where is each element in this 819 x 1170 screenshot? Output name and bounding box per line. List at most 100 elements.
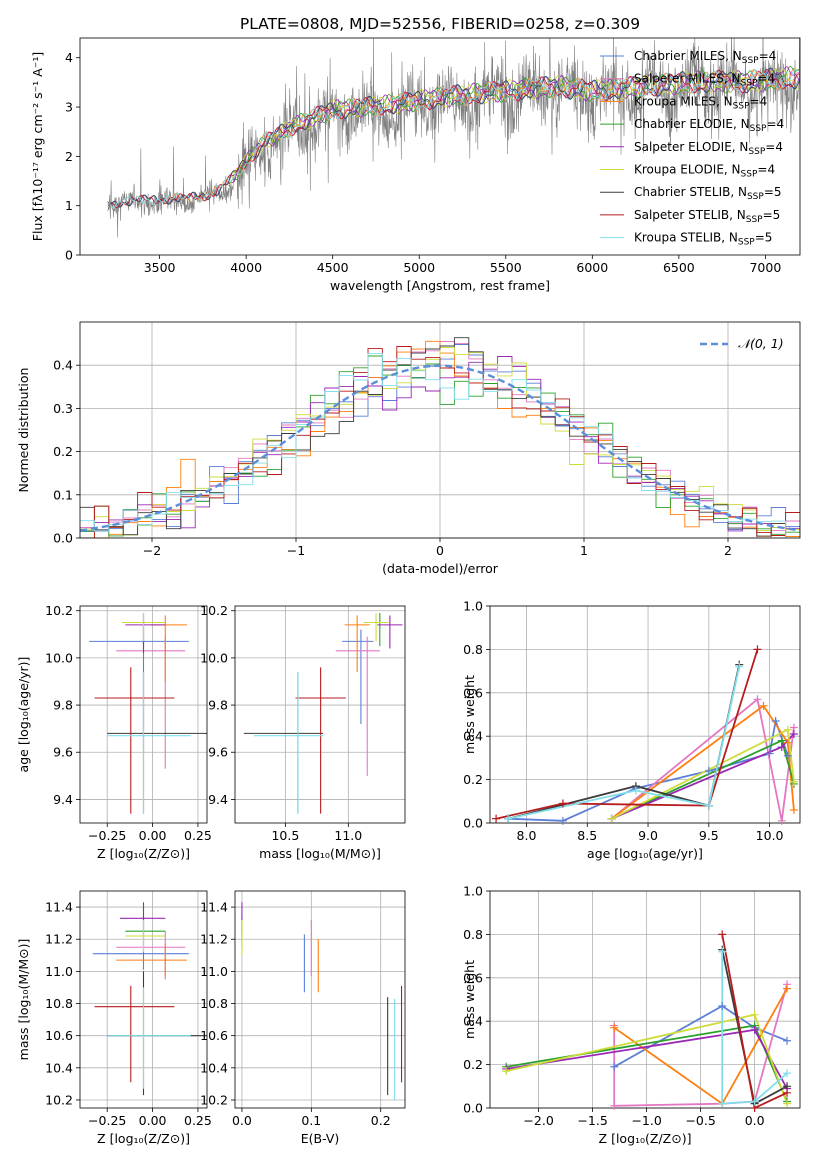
plot-area — [243, 613, 403, 814]
x-tick-label: 7000 — [749, 260, 781, 275]
x-tick-label: −1 — [287, 543, 305, 558]
mass-weight-point — [607, 814, 616, 823]
plot-area — [495, 649, 795, 822]
y-tick-label: 3 — [65, 100, 73, 115]
x-tick-label: 8.5 — [577, 828, 597, 843]
y-tick-label: 9.6 — [208, 745, 228, 760]
legend-label: Kroupa STELIB, NSSP=5 — [634, 231, 772, 248]
y-tick-label: 0.3 — [53, 401, 73, 416]
plot-area — [92, 902, 207, 1096]
legend-label-sub: SSP — [741, 79, 758, 89]
plot-area — [107, 38, 800, 238]
mass-weight-point — [789, 730, 798, 739]
mass-weight-line — [508, 666, 741, 820]
y-tick-label: 10.2 — [200, 603, 228, 618]
legend-label-end: =4 — [750, 94, 768, 108]
y-tick-label: 0.6 — [463, 970, 483, 985]
mass-weight-line — [495, 649, 759, 820]
panel-spectrum: 3500 4000 4500 5000 5500 6000 6500 7000 0 1 2 3 4 wav… — [30, 37, 801, 293]
x-tick-label: 0.25 — [184, 828, 212, 843]
axes-frame — [79, 37, 801, 256]
y-tick-label: 10.0 — [200, 650, 228, 665]
y-tick-label: 0.1 — [53, 487, 73, 502]
y-tick-label: 1.0 — [463, 884, 483, 899]
mass-weight-point — [492, 814, 501, 823]
x-tick-label: −1.5 — [577, 1113, 607, 1128]
y-tick-label: 0 — [65, 248, 73, 263]
x-tick-label: 0.25 — [184, 1113, 212, 1128]
y-tick-label: 9.4 — [208, 792, 228, 807]
panel-mass-vs-Z: −0.25 0.00 0.25 10.2 10.4 10.6 10.8 11.0 11.2 11.… — [16, 890, 212, 1146]
mass-weight-point — [631, 786, 640, 795]
y-tick-label: 11.4 — [45, 900, 73, 915]
legend-label: 𝒩(0, 1) — [738, 336, 784, 351]
model-spectrum-line — [228, 66, 800, 187]
x-tick-label: 5500 — [490, 260, 522, 275]
y-tick-label: 0.8 — [463, 927, 483, 942]
y-tick-label: 1.0 — [463, 599, 483, 614]
legend-label-end: =5 — [763, 208, 781, 222]
panel-age-vs-mass: 10.5 11.0 9.4 9.6 9.8 10.0 10.2 mass [log₁₀(M/M… — [200, 603, 406, 861]
legend-label-sub: SSP — [750, 124, 767, 134]
mass-weight-point — [750, 1097, 759, 1106]
y-tick-label: 0.0 — [463, 816, 483, 831]
mass-weight-point — [610, 1101, 619, 1110]
legend-label-end: =4 — [757, 163, 775, 177]
y-tick-label: 0.0 — [53, 531, 73, 546]
x-tick-label: 8.0 — [517, 828, 537, 843]
x-tick-label: −2.0 — [523, 1113, 553, 1128]
plot-area — [80, 337, 800, 538]
mass-weight-line — [721, 951, 788, 1105]
x-tick-label: 0.0 — [745, 1113, 765, 1128]
mass-weight-point — [783, 725, 792, 734]
mass-weight-point — [504, 814, 513, 823]
legend-label-sub: SSP — [738, 238, 755, 248]
x-tick-label: 0.2 — [371, 1113, 391, 1128]
mass-weight-point — [704, 801, 713, 810]
y-tick-label: 0.4 — [463, 1014, 483, 1029]
y-tick-label: 0.4 — [463, 729, 483, 744]
y-tick-label: 11.0 — [200, 964, 228, 979]
legend-label-end: =4 — [766, 117, 784, 131]
y-tick-label: 10.8 — [200, 996, 228, 1011]
mass-weight-point — [753, 645, 762, 654]
x-tick-label: −0.25 — [88, 1113, 126, 1128]
x-tick-label: 11.0 — [334, 828, 362, 843]
legend-label-end: =4 — [759, 49, 777, 63]
histogram-line — [80, 347, 800, 536]
x-tick-label: 9.5 — [699, 828, 719, 843]
y-tick-label: 9.6 — [53, 745, 73, 760]
axes-frame — [234, 890, 406, 1109]
model-spectrum-line — [228, 68, 800, 186]
x-tick-label: 6000 — [576, 260, 608, 275]
legend-label-sub: SSP — [741, 170, 758, 180]
mass-weight-point — [610, 1023, 619, 1032]
y-tick-label: 0.6 — [463, 685, 483, 700]
legend-label-main: Kroupa MILES, N — [634, 94, 733, 108]
y-axis-label: mass [log₁₀(M/M⊙)] — [16, 939, 31, 1061]
mass-weight-point — [789, 805, 798, 814]
x-tick-label: −1.0 — [631, 1113, 661, 1128]
y-tick-label: 10.2 — [45, 1092, 73, 1107]
histogram-line — [80, 346, 800, 538]
x-tick-label: 0.00 — [139, 1113, 167, 1128]
mass-weight-point — [610, 1062, 619, 1071]
y-axis-label: mass weight — [462, 960, 477, 1039]
legend-label-sub: SSP — [748, 147, 765, 157]
mass-weight-point — [753, 695, 762, 704]
panel-mass-weight-vs-Z: −2.0 −1.5 −1.0 −0.5 0.0 0.0 0.2 0.4 0.6 0.8 1.0 Z [… — [462, 884, 801, 1146]
x-tick-label: 9.0 — [638, 828, 658, 843]
y-tick-label: 0.0 — [463, 1101, 483, 1116]
x-tick-label: −0.5 — [685, 1113, 715, 1128]
x-tick-label: 10.0 — [756, 828, 784, 843]
legend-label: Salpeter STELIB, NSSP=5 — [634, 208, 780, 225]
legend-label: Chabrier STELIB, NSSP=5 — [634, 185, 782, 202]
y-tick-label: 10.8 — [45, 996, 73, 1011]
y-tick-label: 0.2 — [463, 772, 483, 787]
legend-label-main: Salpeter STELIB, N — [634, 208, 746, 222]
mass-weight-point — [759, 701, 768, 710]
x-tick-label: −2 — [143, 543, 161, 558]
plot-area — [89, 613, 207, 814]
legend-label-end: =5 — [764, 185, 782, 199]
x-tick-label: 0.1 — [301, 1113, 321, 1128]
